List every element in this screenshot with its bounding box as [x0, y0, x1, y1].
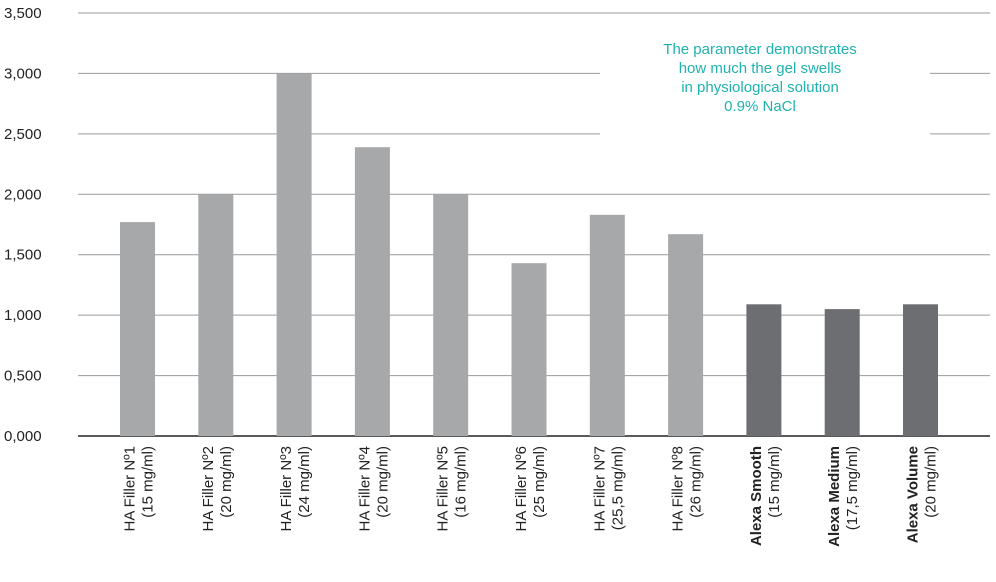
category-concentration: (20 mg/ml)	[923, 446, 940, 518]
bar-1	[120, 222, 155, 436]
category-name: HA Filler Nº7	[591, 446, 608, 532]
category-name: Alexa Medium	[826, 446, 843, 547]
y-tick-label: 2,000	[4, 186, 42, 203]
bar-11	[903, 304, 938, 436]
x-axis-category-labels: HA Filler Nº1 (15 mg/ml) HA Filler Nº2 (20 …	[122, 446, 940, 547]
category-concentration: (20 mg/ml)	[374, 446, 391, 518]
x-category-label-5: HA Filler Nº5 (16 mg/ml)	[435, 446, 470, 532]
annotation-note: The parameter demonstrates how much the g…	[663, 41, 856, 115]
category-name: Alexa Smooth	[748, 446, 765, 546]
category-concentration: (26 mg/ml)	[688, 446, 705, 518]
x-category-label-9: Alexa Smooth (15 mg/ml)	[748, 446, 783, 546]
bar-8	[668, 234, 704, 436]
category-concentration: (15 mg/ml)	[140, 446, 157, 518]
y-tick-label: 0,000	[4, 428, 42, 445]
bar-4	[354, 147, 390, 436]
category-name: HA Filler Nº5	[435, 446, 452, 532]
y-tick-label: 2,500	[4, 126, 42, 143]
category-concentration: (25,5 mg/ml)	[609, 446, 626, 530]
category-concentration: (15 mg/ml)	[766, 446, 783, 518]
bar-10	[824, 309, 860, 436]
category-name: Alexa Volume	[905, 446, 922, 543]
x-category-label-8: HA Filler Nº8 (26 mg/ml)	[670, 446, 705, 532]
category-name: HA Filler Nº3	[278, 446, 295, 532]
bar-3	[276, 73, 312, 437]
x-category-label-3: HA Filler Nº3 (24 mg/ml)	[278, 446, 313, 532]
annotation-line-2: how much the gel swells	[679, 60, 842, 77]
x-category-label-1: HA Filler Nº1 (15 mg/ml)	[122, 446, 157, 532]
x-category-label-10: Alexa Medium (17,5 mg/ml)	[826, 446, 861, 547]
category-name: HA Filler Nº1	[122, 446, 139, 532]
bar-9	[746, 304, 782, 436]
y-tick-label: 3,000	[4, 65, 42, 82]
category-concentration: (25 mg/ml)	[531, 446, 548, 518]
category-concentration: (24 mg/ml)	[296, 446, 313, 518]
bar-5	[433, 194, 469, 436]
category-name: HA Filler Nº6	[513, 446, 530, 532]
category-name: HA Filler Nº8	[670, 446, 687, 532]
bar-2	[198, 194, 234, 436]
bars	[120, 73, 938, 437]
y-tick-label: 0,500	[4, 368, 42, 385]
x-category-label-11: Alexa Volume (20 mg/ml)	[905, 446, 940, 543]
category-concentration: (16 mg/ml)	[453, 446, 470, 518]
annotation-line-1: The parameter demonstrates	[663, 41, 856, 58]
category-concentration: (20 mg/ml)	[218, 446, 235, 518]
y-tick-label: 1,500	[4, 247, 42, 264]
x-category-label-6: HA Filler Nº6 (25 mg/ml)	[513, 446, 548, 532]
x-category-label-7: HA Filler Nº7 (25,5 mg/ml)	[591, 446, 626, 532]
x-category-label-4: HA Filler Nº4 (20 mg/ml)	[356, 446, 391, 532]
y-tick-label: 1,000	[4, 307, 42, 324]
bar-6	[511, 263, 547, 436]
x-category-label-2: HA Filler Nº2 (20 mg/ml)	[200, 446, 235, 532]
y-tick-label: 3,500	[4, 5, 42, 22]
annotation-line-4: 0.9% NaCl	[724, 98, 796, 115]
bar-7	[589, 214, 625, 436]
y-axis-tick-labels: 0,000 0,500 1,000 1,500 2,000 2,500 3,000 3,500	[4, 5, 42, 445]
annotation-line-3: in physiological solution	[681, 79, 839, 96]
category-concentration: (17,5 mg/ml)	[844, 446, 861, 530]
category-name: HA Filler Nº4	[356, 446, 373, 532]
category-name: HA Filler Nº2	[200, 446, 217, 532]
